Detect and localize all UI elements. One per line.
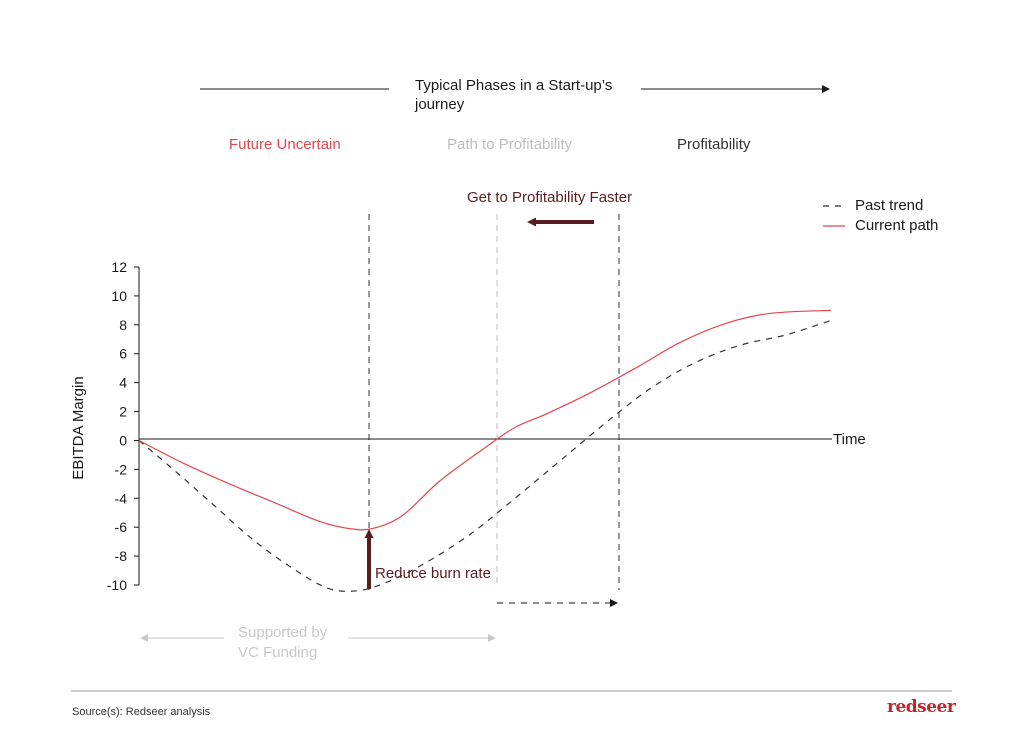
legend-past-label: Past trend [855, 197, 924, 214]
phase-path-to-profitability: Path to Profitability [447, 136, 573, 153]
y-axis-label: EBITDA Margin [70, 376, 87, 479]
y-tick-label: -2 [115, 461, 128, 477]
x-axis-label: Time [833, 431, 866, 448]
series-line-past-trend [138, 319, 832, 592]
y-tick-label: 8 [119, 317, 127, 333]
y-tick-label: -4 [115, 490, 128, 506]
phase-profitability: Profitability [677, 136, 751, 153]
phase-future-uncertain: Future Uncertain [229, 136, 341, 153]
series-line-current-path [138, 309, 832, 531]
burn-annotation: Reduce burn rate [375, 565, 491, 582]
chart-title: Typical Phases in a Start-up’s journey [415, 77, 613, 113]
y-tick-label: -6 [115, 519, 128, 535]
faster-annotation: Get to Profitability Faster [467, 189, 633, 206]
y-tick-label: -8 [115, 548, 128, 564]
funding-annotation: Supported by VC Funding [238, 624, 328, 661]
brand-logo: redseer [887, 697, 956, 717]
legend-current-label: Current path [855, 217, 939, 234]
y-tick-label: 10 [111, 288, 127, 304]
source-note: Source(s): Redseer analysis [72, 706, 211, 718]
y-tick-label: 4 [119, 375, 127, 391]
y-tick-label: 12 [111, 259, 127, 275]
y-tick-label: 0 [119, 432, 127, 448]
y-tick-label: -10 [107, 577, 127, 593]
y-tick-label: 2 [119, 404, 127, 420]
series-layer [138, 309, 832, 592]
y-ticks: 12 10 8 6 4 2 0 -2 -4 -6 -8 -10 [107, 259, 139, 593]
y-tick-label: 6 [119, 346, 127, 362]
